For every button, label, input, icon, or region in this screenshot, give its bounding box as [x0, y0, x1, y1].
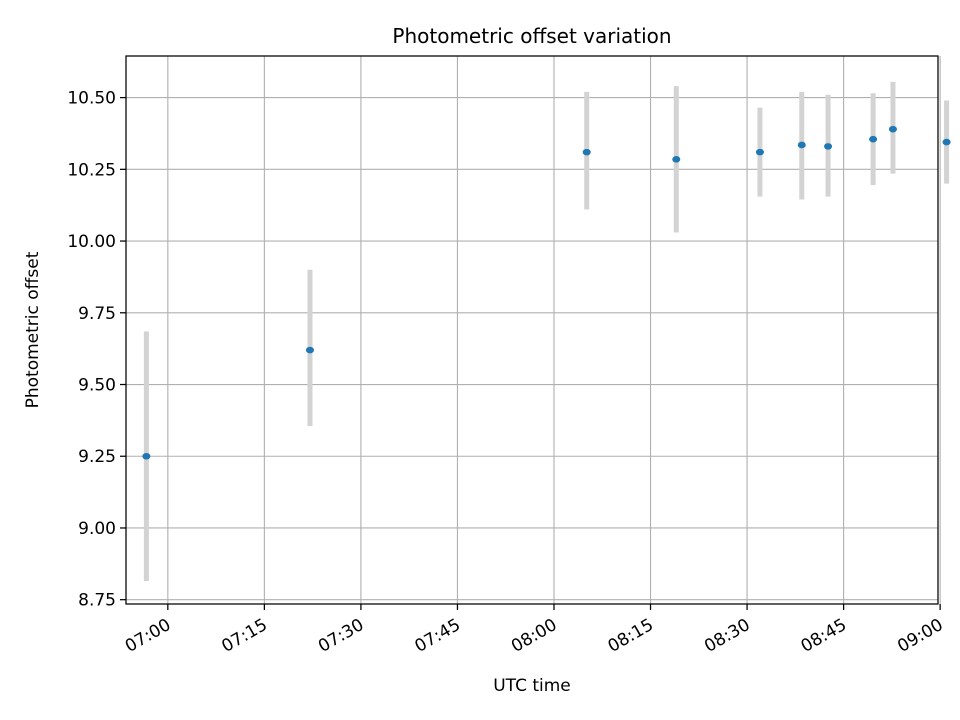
y-tick-label: 10.50: [67, 89, 116, 109]
data-point: [942, 138, 951, 146]
data-point: [797, 141, 806, 149]
x-tick-label: 08:30: [701, 615, 753, 657]
data-points: [142, 125, 951, 460]
y-tick-label: 9.75: [78, 304, 116, 324]
chart-title: Photometric offset variation: [392, 24, 671, 48]
axis-ticks: 07:00 07:15 07:30 07:45 08:00 08:15 08:30 08:45…: [67, 89, 946, 657]
data-point: [142, 452, 151, 460]
x-tick-label: 07:15: [218, 615, 270, 657]
grid-lines: [126, 56, 941, 604]
data-point: [755, 148, 764, 156]
x-tick-label: 08:00: [508, 615, 560, 657]
data-point: [824, 143, 833, 150]
data-point: [888, 125, 897, 133]
data-point: [582, 148, 591, 156]
y-tick-label: 9.00: [78, 519, 116, 539]
plot-frame: [125, 55, 939, 605]
data-point: [869, 135, 878, 143]
data-point: [305, 346, 314, 354]
y-tick-label: 10.25: [67, 160, 116, 180]
x-tick-label: 07:30: [315, 615, 367, 657]
x-axis-label: UTC time: [493, 676, 571, 696]
y-axis-label: Photometric offset: [23, 251, 43, 408]
x-tick-label: 09:00: [894, 615, 946, 657]
x-tick-label: 08:15: [605, 615, 657, 657]
y-tick-label: 8.75: [78, 591, 116, 611]
x-tick-label: 08:45: [798, 615, 850, 657]
y-tick-label: 9.25: [78, 447, 116, 467]
x-tick-label: 07:00: [122, 615, 174, 657]
y-tick-label: 10.00: [67, 232, 116, 252]
x-tick-label: 07:45: [412, 615, 464, 657]
error-bars: [143, 81, 950, 582]
y-tick-label: 9.50: [78, 376, 116, 396]
data-point: [672, 155, 681, 163]
